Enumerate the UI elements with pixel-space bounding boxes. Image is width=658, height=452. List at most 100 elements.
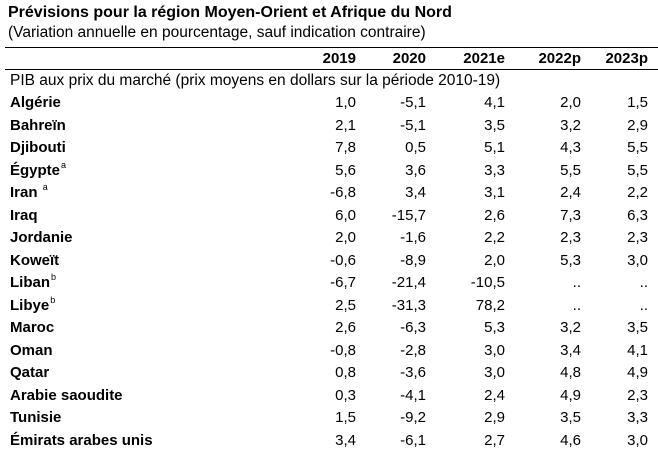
value-cell-2020: -8,9 [400, 251, 426, 269]
value-cell-2021e: 2,9 [484, 409, 505, 426]
value-cell-2023p: 4,1 [627, 341, 648, 359]
country-name: Iraq [10, 205, 38, 227]
value-cell-2020: -5,1 [400, 94, 426, 111]
value-cell-2020: -6,3 [400, 319, 426, 336]
table-row: Arabie saoudite 0,3 -4,1 2,4 4,9 2,3 [0, 385, 658, 407]
country-label: Maroc [10, 319, 55, 336]
value-cell-2020: -6,1 [400, 431, 426, 449]
country-name: Djibouti [10, 137, 66, 159]
value-cell-2019: 5,6 [335, 161, 356, 179]
value-cell-2020: -4,1 [400, 386, 426, 404]
value-cell-2022p: 3,2 [560, 319, 581, 336]
value-cell-2021e: 2,4 [484, 386, 505, 404]
country-label: Tunisie [10, 409, 62, 426]
value-cell-2019: 0,8 [335, 364, 356, 381]
value-cell-2023p: 4,9 [627, 364, 648, 381]
value-cell-2019: -0,8 [330, 341, 356, 359]
value-cell-2020: -3,6 [400, 364, 426, 381]
value-cell-2020: 3,6 [405, 161, 426, 179]
value-cell-2021e: 2,0 [484, 251, 505, 269]
country-label: Bahreïn [10, 116, 66, 134]
value-cell-2023p: 3,0 [627, 431, 648, 449]
value-cell-2019: 2,1 [335, 116, 356, 134]
value-cell-2021e: 3,1 [484, 184, 505, 201]
value-cell-2019: -0,6 [330, 251, 356, 269]
column-header-2019: 2019 [322, 50, 356, 67]
value-cell-2023p: 2,3 [627, 229, 648, 246]
value-cell-2020: -9,2 [400, 409, 426, 426]
value-cell-2022p: .. [572, 274, 581, 291]
country-label: Liban [10, 274, 50, 291]
column-header-2020: 2020 [392, 50, 426, 67]
value-cell-2019: 1,5 [335, 409, 356, 426]
table-row: Algérie 1,0 -5,1 4,1 2,0 1,5 [0, 92, 658, 114]
value-cell-2019: -6,7 [330, 274, 356, 291]
value-cell-2021e: 5,1 [484, 139, 505, 156]
value-cell-2022p: 5,5 [560, 161, 581, 179]
table-row: Égyptea 5,6 3,6 3,3 5,5 5,5 [0, 160, 658, 182]
table-row: Maroc 2,6 -6,3 5,3 3,2 3,5 [0, 317, 658, 339]
country-name: Égyptea [10, 160, 66, 182]
value-cell-2022p: .. [572, 296, 581, 314]
value-cell-2022p: 3,5 [560, 409, 581, 426]
value-cell-2021e: 3,0 [484, 364, 505, 381]
value-cell-2019: 2,5 [335, 296, 356, 314]
value-cell-2022p: 4,8 [560, 364, 581, 381]
value-cell-2022p: 5,3 [560, 251, 581, 269]
table-row: Tunisie 1,5 -9,2 2,9 3,5 3,3 [0, 407, 658, 429]
value-cell-2021e: 2,2 [484, 229, 505, 246]
value-cell-2023p: 3,3 [627, 409, 648, 426]
value-cell-2023p: .. [639, 274, 648, 291]
value-cell-2019: 3,4 [335, 431, 356, 449]
value-cell-2020: -15,7 [391, 206, 426, 224]
value-cell-2021e: 78,2 [475, 296, 505, 314]
country-name: Oman [10, 340, 53, 362]
value-cell-2021e: 5,3 [484, 319, 505, 336]
value-cell-2023p: 1,5 [627, 94, 648, 111]
value-cell-2022p: 3,4 [560, 341, 581, 359]
table-row: Iran a -6,8 3,4 3,1 2,4 2,2 [0, 182, 658, 204]
country-name: Libanb [10, 272, 56, 294]
country-name: Libyeb [10, 295, 55, 317]
value-cell-2020: -5,1 [400, 116, 426, 134]
value-cell-2019: 1,0 [335, 94, 356, 111]
country-label: Égypte [10, 161, 61, 179]
section-label: PIB aux prix du marché (prix moyens en d… [10, 72, 501, 89]
value-cell-2021e: 3,5 [484, 116, 505, 134]
country-name: Iran a [10, 182, 48, 204]
header-bottom-rule [5, 69, 658, 70]
table-row: Qatar 0,8 -3,6 3,0 4,8 4,9 [0, 362, 658, 384]
value-cell-2023p: 5,5 [627, 161, 648, 179]
value-cell-2022p: 2,3 [560, 229, 581, 246]
table-row: Émirats arabes unis 3,4 -6,1 2,7 4,6 3,0 [0, 430, 658, 452]
value-cell-2020: 3,4 [405, 184, 426, 201]
table-row: Bahreïn 2,1 -5,1 3,5 3,2 2,9 [0, 115, 658, 137]
value-cell-2020: -31,3 [391, 296, 426, 314]
value-cell-2022p: 2,4 [560, 184, 581, 201]
value-cell-2019: 6,0 [335, 206, 356, 224]
value-cell-2021e: 2,6 [484, 206, 505, 224]
value-cell-2019: 7,8 [335, 139, 356, 156]
value-cell-2021e: 4,1 [484, 94, 505, 111]
value-cell-2023p: 3,0 [627, 251, 648, 269]
footnote-marker: a [42, 182, 48, 192]
header-top-rule [5, 47, 658, 48]
table-title: Prévisions pour la région Moyen-Orient e… [8, 4, 452, 21]
value-cell-2023p: 2,3 [627, 386, 648, 404]
column-header-2022p: 2022p [538, 50, 581, 67]
column-header-2021e: 2021e [463, 50, 505, 67]
value-cell-2020: -1,6 [400, 229, 426, 246]
country-label: Émirats arabes unis [10, 431, 153, 449]
value-cell-2023p: 2,9 [627, 116, 648, 134]
value-cell-2019: 2,0 [335, 229, 356, 246]
table-row: Jordanie 2,0 -1,6 2,2 2,3 2,3 [0, 227, 658, 249]
value-cell-2023p: 5,5 [627, 139, 648, 156]
country-name: Qatar [10, 362, 49, 384]
country-name: Jordanie [10, 227, 73, 249]
country-label: Koweït [10, 251, 60, 269]
country-name: Arabie saoudite [10, 385, 123, 407]
value-cell-2023p: 6,3 [627, 206, 648, 224]
value-cell-2023p: 3,5 [627, 319, 648, 336]
value-cell-2022p: 3,2 [560, 116, 581, 134]
country-label: Algérie [10, 94, 61, 111]
